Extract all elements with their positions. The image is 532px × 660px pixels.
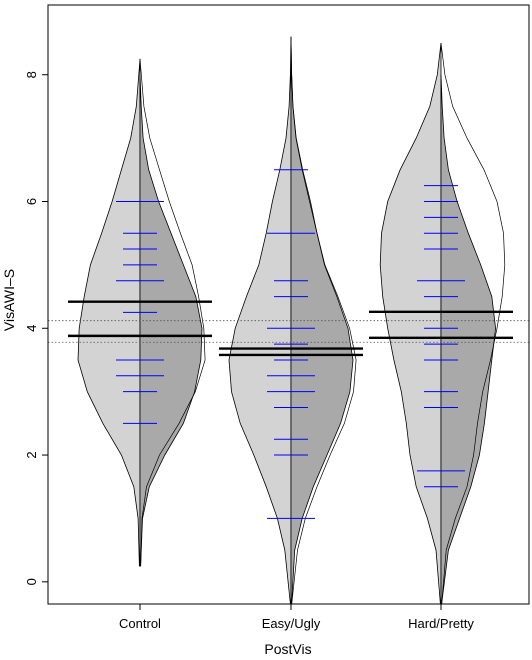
y-axis: 0 2 4 6 8 (24, 71, 48, 585)
bean-left-easy-ugly (228, 36, 292, 605)
y-axis-title: VisAWI–S (1, 269, 17, 331)
x-tick-label: Hard/Pretty (408, 616, 474, 631)
y-tick-label: 6 (24, 198, 39, 205)
bean-envelope-control (139, 58, 206, 567)
bean-left-hard-pretty (379, 42, 442, 605)
y-tick-label: 2 (24, 451, 39, 458)
bean-envelope-easy-ugly (290, 36, 357, 605)
x-axis-title: PostVis (264, 641, 311, 657)
plot-frame (47, 4, 530, 605)
bean-right-hard-pretty (440, 74, 497, 605)
y-tick-label: 0 (24, 578, 39, 585)
x-tick-label: Control (119, 616, 161, 631)
mean-lines (68, 300, 513, 357)
x-tick-label: Easy/Ugly (262, 616, 321, 631)
y-tick-label: 8 (24, 71, 39, 78)
bean-left-control (77, 58, 141, 567)
y-tick-label: 4 (24, 325, 39, 332)
x-axis: Control Easy/Ugly Hard/Pretty (119, 604, 474, 631)
observation-lines (116, 169, 465, 519)
